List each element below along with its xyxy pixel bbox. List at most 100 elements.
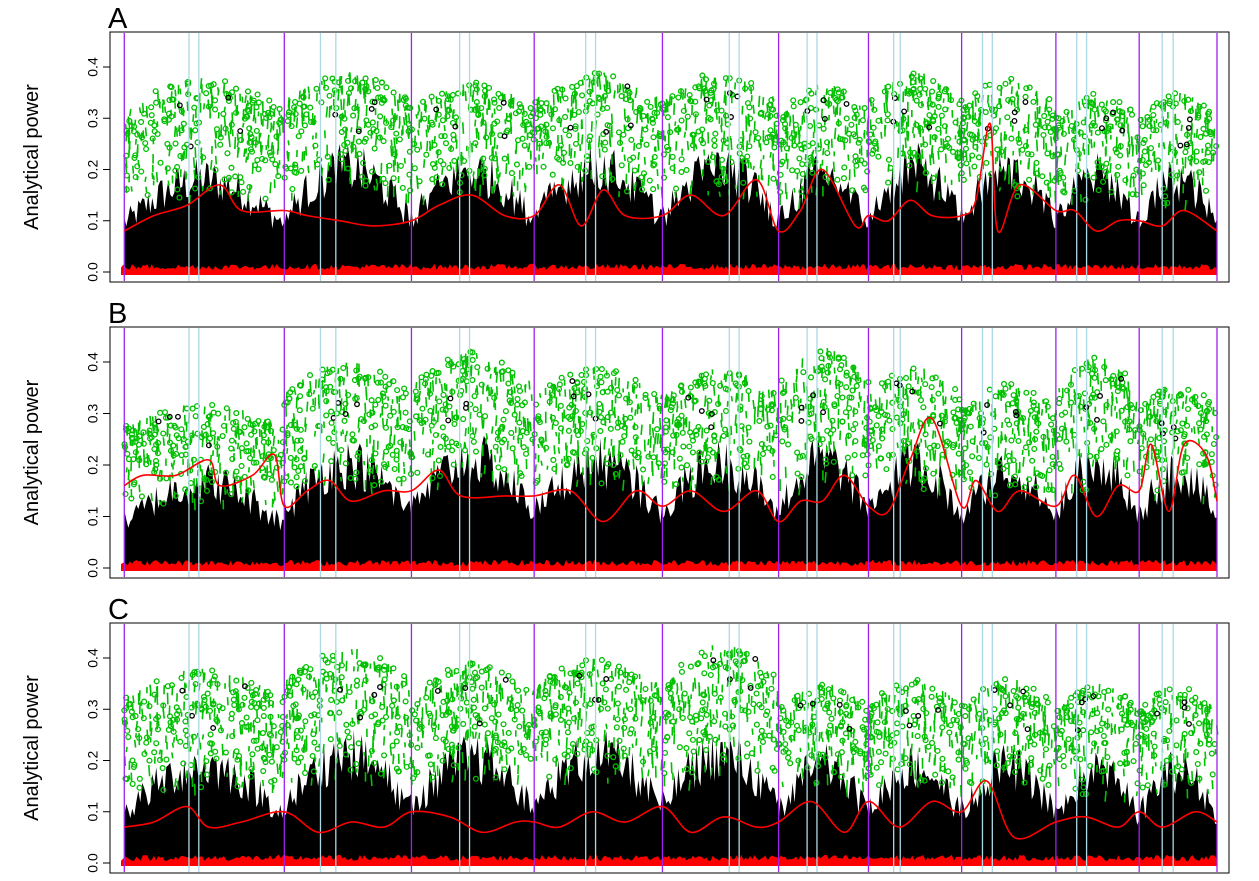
significant-point xyxy=(831,402,838,410)
significant-point xyxy=(778,181,782,190)
significant-point xyxy=(635,143,642,150)
significant-point xyxy=(1078,101,1081,111)
significant-point xyxy=(813,421,816,433)
significant-point xyxy=(242,122,245,128)
significant-point xyxy=(869,437,876,444)
significant-point xyxy=(345,391,352,399)
significant-point xyxy=(418,106,421,112)
significant-point xyxy=(292,110,299,118)
significant-point xyxy=(220,110,227,117)
significant-point xyxy=(1013,101,1016,108)
significant-point xyxy=(200,154,207,161)
significant-point xyxy=(291,104,298,111)
significant-point xyxy=(932,152,935,165)
significant-point xyxy=(270,141,274,151)
significant-point xyxy=(845,432,852,439)
background-point xyxy=(166,413,173,420)
significant-point xyxy=(144,192,151,199)
significant-point xyxy=(814,413,817,424)
significant-point xyxy=(307,86,310,94)
significant-point xyxy=(897,93,900,101)
significant-point xyxy=(1077,403,1084,410)
significant-point xyxy=(996,103,1003,110)
significant-point xyxy=(1018,148,1021,157)
significant-point xyxy=(1205,146,1208,152)
significant-point xyxy=(632,376,639,384)
significant-point xyxy=(1045,486,1052,493)
significant-point xyxy=(555,431,558,437)
significant-point xyxy=(674,432,678,439)
significant-point xyxy=(372,422,379,429)
significant-point xyxy=(349,431,356,438)
significant-point xyxy=(371,451,375,462)
significant-point xyxy=(244,88,252,95)
significant-point xyxy=(137,159,140,167)
significant-point xyxy=(863,436,866,449)
background-point xyxy=(624,83,631,90)
significant-point xyxy=(1063,154,1067,166)
significant-point xyxy=(1108,188,1115,196)
significant-point xyxy=(509,119,513,132)
significant-point xyxy=(651,391,658,398)
significant-point xyxy=(537,106,544,113)
significant-point xyxy=(572,407,579,415)
significant-point xyxy=(138,484,141,493)
significant-point xyxy=(1092,366,1099,374)
significant-point xyxy=(702,87,709,94)
significant-point xyxy=(213,126,221,133)
significant-point xyxy=(203,487,210,494)
significant-point xyxy=(906,130,910,138)
significant-point xyxy=(414,469,421,476)
significant-point xyxy=(740,179,747,186)
significant-point xyxy=(711,96,715,102)
significant-point xyxy=(1113,149,1120,156)
significant-point xyxy=(1068,399,1075,406)
significant-point xyxy=(603,417,607,427)
significant-point xyxy=(389,117,397,124)
significant-point xyxy=(280,115,283,121)
significant-point xyxy=(712,385,716,396)
significant-point xyxy=(1056,395,1063,402)
significant-point xyxy=(504,127,511,134)
significant-point xyxy=(397,439,404,446)
significant-point xyxy=(1043,179,1050,186)
significant-point xyxy=(729,450,732,456)
significant-point xyxy=(338,389,341,398)
significant-point xyxy=(242,113,250,120)
significant-point xyxy=(549,125,557,132)
significant-point xyxy=(243,148,246,157)
significant-point xyxy=(748,85,755,92)
significant-point xyxy=(151,122,158,129)
significant-point xyxy=(872,430,876,437)
significant-point xyxy=(763,115,767,120)
significant-point xyxy=(952,396,959,404)
background-point-cloud xyxy=(778,154,869,272)
significant-point xyxy=(615,129,623,136)
significant-point xyxy=(390,139,393,146)
significant-point xyxy=(1050,482,1053,493)
significant-point xyxy=(780,415,787,422)
significant-point xyxy=(1033,466,1036,477)
significant-point xyxy=(443,125,446,132)
significant-point xyxy=(1041,124,1048,131)
significant-point xyxy=(152,88,159,95)
significant-point xyxy=(1098,101,1105,108)
significant-point xyxy=(921,149,924,159)
significant-point xyxy=(1088,394,1095,401)
significant-point xyxy=(501,155,508,162)
significant-point xyxy=(805,142,812,150)
significant-point xyxy=(506,473,509,483)
significant-point xyxy=(885,378,892,385)
significant-point xyxy=(464,383,468,392)
significant-point xyxy=(999,390,1006,398)
significant-point xyxy=(320,167,324,176)
significant-point xyxy=(225,91,233,98)
significant-point xyxy=(968,166,972,177)
significant-point xyxy=(966,469,974,476)
significant-point xyxy=(929,375,936,382)
significant-point xyxy=(1200,125,1207,132)
significant-point xyxy=(309,405,316,412)
significant-point xyxy=(1100,418,1107,425)
significant-point xyxy=(499,374,502,382)
